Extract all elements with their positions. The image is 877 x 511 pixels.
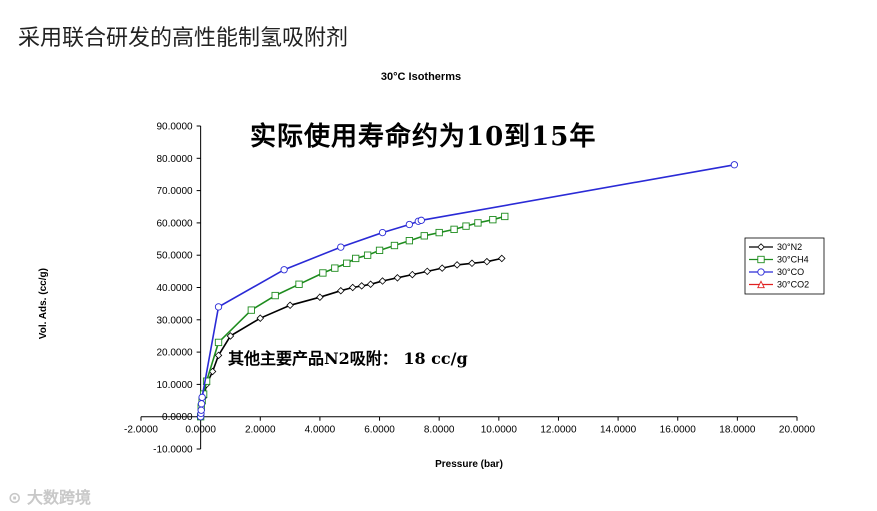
data-point-30co [730,161,739,169]
legend-marker-30co [757,268,765,276]
data-point-30co [405,220,414,229]
y-tick-label: 50.0000 [156,251,193,262]
data-point-30co [214,303,223,311]
data-point-30n2 [337,286,345,295]
data-point-30ch4 [420,232,428,240]
chart-axes: 30°C Isotherms -10.0000 0.0000 10.0000 20.00… [38,71,816,470]
service-life-annotation: 实际使用寿命约为10到15年 [250,122,597,152]
data-point-30ch4 [450,225,458,234]
y-tick-label: 90.0000 [156,122,193,133]
y-axis-title: Vol. Ads. (cc/g) [38,268,49,339]
data-point-30n2 [348,283,357,292]
x-axis-title: Pressure (bar) [435,459,503,470]
data-point-30n2 [453,261,461,269]
x-tick-label: 2.0000 [245,425,276,436]
x-tick-label: 14.0000 [600,425,637,436]
n2-adsorption-annotation: 其他主要产品N2吸附： 18 cc/g [228,349,468,368]
y-tick-label: -10.0000 [153,445,193,456]
x-tick-label: 8.0000 [424,425,455,436]
series-30co [196,161,739,421]
y-tick-label: 80.0000 [156,154,193,165]
legend-label-30ch4: 30°CH4 [777,255,809,265]
x-tick-label: 10.0000 [481,425,518,436]
x-tick-label: 12.0000 [540,425,577,436]
data-point-30n2 [408,270,417,279]
data-point-30ch4 [343,259,351,267]
data-point-30co [197,400,206,408]
legend-label-30co2: 30°CO2 [777,280,809,290]
data-point-30n2 [438,264,446,272]
data-point-30ch4 [352,254,360,263]
data-point-30ch4 [435,228,443,237]
data-point-30n2 [483,257,491,266]
chart-legend: 30°N2 30°CH4 30°CO 30°CO2 [744,237,825,295]
data-point-30co [280,266,288,274]
data-point-30n2 [256,314,265,322]
data-point-30co [417,216,425,224]
data-point-30ch4 [202,377,211,385]
series-30ch4 [196,212,509,421]
data-point-30ch4 [214,338,223,347]
data-point-30n2 [286,301,294,310]
y-tick-label: 40.0000 [156,283,193,294]
series-line-30co [199,164,735,417]
watermark-logo: ⊙ 大数跨境 [8,488,91,507]
x-tick-label: 20.0000 [779,425,816,436]
x-tick-label: 6.0000 [364,425,395,436]
data-point-30co [198,393,206,401]
chart-title: 30°C Isotherms [381,71,461,83]
series-line-30n2 [199,257,502,417]
y-tick-label: 70.0000 [156,186,193,197]
chart-series [196,161,739,421]
data-point-30ch4 [319,269,327,277]
legend-label-30co: 30°CO [777,267,804,277]
data-point-30n2 [366,280,375,289]
x-tick-label: 4.0000 [305,425,336,436]
data-point-30co [378,228,387,237]
y-tick-label: 20.0000 [156,348,193,359]
data-point-30ch4 [489,216,497,224]
legend-marker-30n2 [757,243,765,251]
data-point-30n2 [357,282,366,290]
data-point-30n2 [214,351,223,360]
x-tick-label: 16.0000 [660,425,697,436]
data-point-30ch4 [405,237,414,245]
legend-marker-30ch4 [757,255,765,264]
y-tick-label: 0.0000 [162,412,193,423]
data-point-30co [337,243,345,251]
y-tick-label: 30.0000 [156,315,193,326]
data-point-30ch4 [375,246,384,255]
data-point-30co [197,406,205,414]
slide-title: 采用联合研发的高性能制氢吸附剂 [18,26,349,51]
watermark-text: 大数跨境 [26,488,91,507]
data-point-30n2 [498,254,506,263]
data-point-30n2 [468,259,476,268]
data-point-30ch4 [462,222,470,230]
data-point-30ch4 [295,280,303,288]
data-point-30ch4 [271,291,279,300]
legend-label-30n2: 30°N2 [777,242,802,252]
x-tick-label: 18.0000 [719,425,756,436]
data-point-30ch4 [390,241,399,250]
data-point-30ch4 [247,306,255,314]
x-tick-label: -2.0000 [124,425,158,436]
data-point-30ch4 [501,212,509,221]
y-tick-label: 60.0000 [156,218,193,229]
series-30n2 [196,254,506,421]
data-point-30n2 [378,277,387,285]
series-line-30ch4 [199,215,506,417]
x-tick-label: 0.0000 [185,425,216,436]
data-point-30ch4 [363,251,372,259]
data-point-30ch4 [474,219,482,227]
data-point-30ch4 [331,264,339,272]
y-tick-label: 10.0000 [156,380,193,391]
data-point-30n2 [423,267,432,276]
data-point-30n2 [393,274,402,282]
data-point-30n2 [226,332,235,340]
legend-marker-30co2 [757,280,765,289]
data-point-30n2 [316,293,324,301]
